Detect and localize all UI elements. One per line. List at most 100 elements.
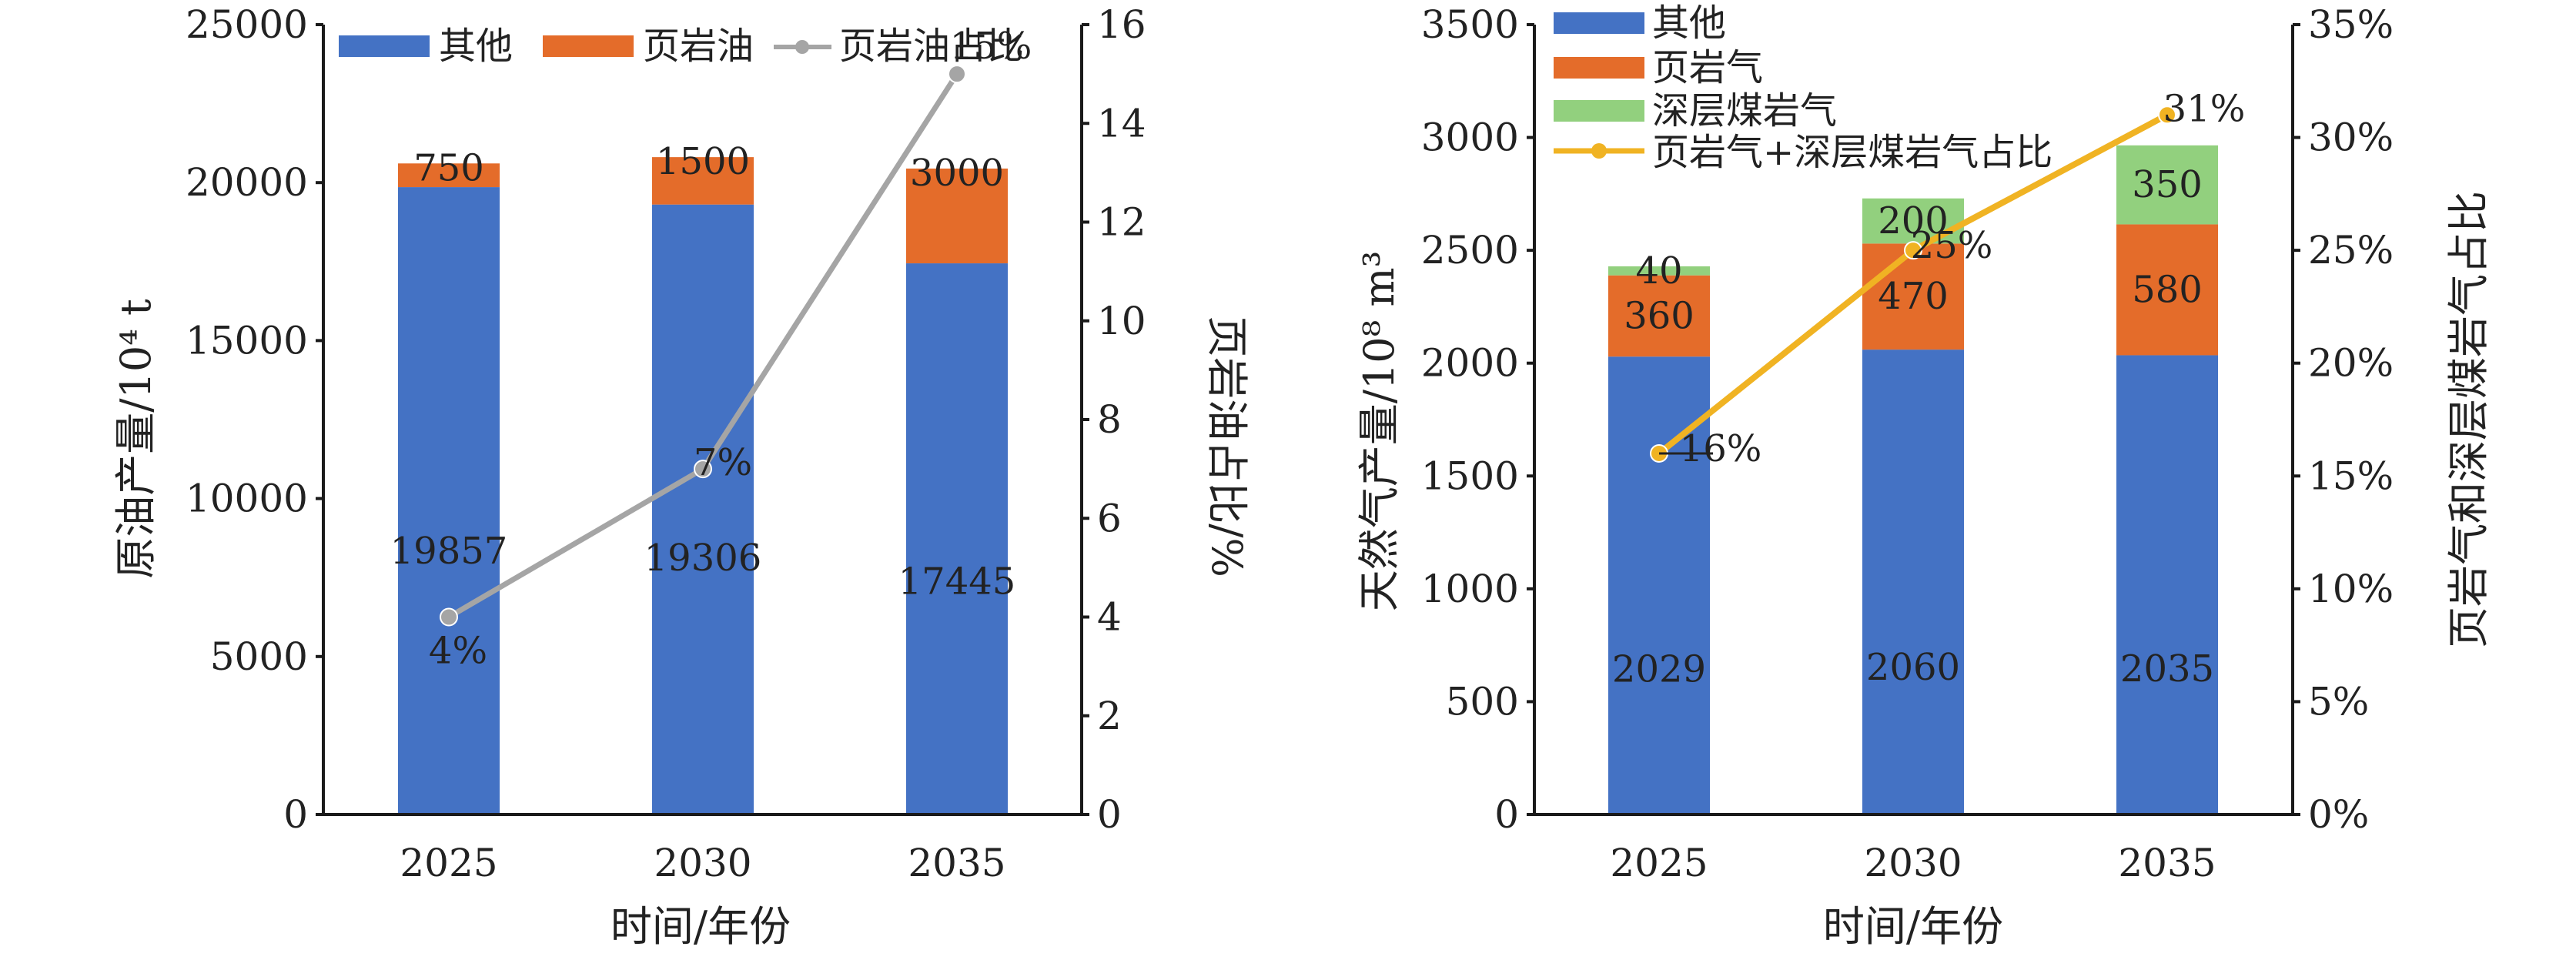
right-y-tick-label: 6 (1097, 496, 1122, 540)
data-label-shale-gas-2035: 580 (2132, 268, 2203, 311)
bar-other-2025 (1608, 356, 1710, 814)
line-label-2030: 25% (1911, 224, 1993, 267)
left-y-tick-label: 15000 (186, 318, 308, 363)
data-label-shale-oil-2025: 750 (413, 146, 484, 189)
left-y-axis-title: 天然气产量/10⁸ m³ (1355, 251, 1403, 612)
legend-swatch-shale-gas (1554, 57, 1644, 79)
right-y-tick-label: 8 (1097, 397, 1122, 442)
left-y-tick-label: 10000 (186, 477, 308, 521)
x-tick-label: 2035 (908, 841, 1005, 885)
x-tick-label: 2025 (1610, 841, 1708, 885)
left-y-tick-label: 2500 (1421, 228, 1519, 273)
bar-other-2030 (1862, 350, 1964, 814)
left-y-tick-label: 25000 (186, 2, 308, 47)
line-label-2030: 7% (694, 441, 752, 484)
left-y-tick-label: 5000 (210, 634, 308, 679)
data-label-shale-gas-2030: 470 (1878, 275, 1949, 318)
data-label-shale-gas-2025: 360 (1624, 294, 1694, 337)
line-point-2025 (440, 607, 458, 627)
line-label-2035: 31% (2163, 87, 2246, 130)
bar-shale-oil-2035 (906, 168, 1008, 264)
legend-swatch-shale-oil (543, 35, 634, 57)
right-y-tick-label: 12 (1097, 200, 1146, 245)
right-y-tick-label: 10 (1097, 299, 1146, 343)
bar-other-2025 (398, 187, 500, 814)
right-y-tick-label: 25% (2308, 228, 2394, 273)
right-y-tick-label: 16 (1097, 2, 1146, 47)
line-point-2035 (2158, 105, 2176, 125)
data-label-other-2035: 17445 (898, 560, 1016, 604)
bar-shale-gas-2025 (1608, 275, 1710, 357)
right-y-tick-label: 0% (2308, 792, 2369, 837)
legend-label-shale-oil-share: 页岩油占比 (839, 25, 1024, 68)
data-label-other-2030: 2060 (1866, 646, 1960, 689)
line-point-2035 (948, 65, 966, 84)
legend-label-combined-share: 页岩气+深层煤岩气占比 (1652, 131, 2052, 174)
bar-other-2035 (2116, 355, 2218, 814)
left-y-tick-label: 0 (283, 792, 308, 837)
left-y-tick-label: 500 (1446, 679, 1519, 724)
right-y-tick-label: 14 (1097, 101, 1146, 146)
data-label-other-2030: 19306 (644, 537, 762, 580)
legend-marker-shale-oil-share (795, 40, 809, 54)
left-y-tick-label: 3000 (1421, 115, 1519, 160)
legend-swatch-other (1554, 12, 1644, 34)
legend-label-other: 其他 (1652, 2, 1726, 45)
crude-oil-chart: 19857 750 19306 1500 17445 3000 4% 7% 15% 0 5000… (112, 2, 1251, 951)
line-label-2035: 15% (950, 25, 1032, 68)
right-y-tick-label: 5% (2308, 679, 2369, 724)
data-label-shale-oil-2030: 1500 (656, 140, 750, 183)
legend-label-shale-gas: 页岩气 (1652, 46, 1763, 89)
legend-label-other: 其他 (439, 25, 513, 68)
data-label-shale-oil-2035: 3000 (910, 152, 1004, 195)
bar-shale-oil-2025 (398, 163, 500, 188)
bar-shale-gas-2035 (2116, 224, 2218, 356)
legend-label-shale-oil: 页岩油 (643, 25, 754, 68)
bar-other-2035 (906, 263, 1008, 814)
legend-label-deep-coalbed-gas: 深层煤岩气 (1652, 89, 1837, 132)
left-y-tick-label: 3500 (1421, 2, 1519, 47)
left-y-tick-label: 0 (1494, 792, 1519, 837)
right-y-tick-label: 20% (2308, 341, 2394, 386)
right-y-axis-title: 页岩油占比/% (1203, 316, 1251, 577)
x-axis-title: 时间/年份 (1823, 902, 2003, 951)
bar-deep-coalbed-gas-2030 (1862, 198, 1964, 244)
left-y-tick-label: 1500 (1421, 453, 1519, 498)
data-label-other-2025: 2029 (1612, 648, 1706, 691)
left-y-tick-label: 20000 (186, 160, 308, 205)
right-y-axis-title: 页岩气和深层煤岩气占比 (2444, 191, 2493, 648)
legend-swatch-deep-coalbed-gas (1554, 100, 1644, 122)
bar-deep-coalbed-gas-2025 (1608, 266, 1710, 276)
right-y-tick-label: 35% (2308, 2, 2394, 47)
data-label-deep-coalbed-gas-2025: 40 (1635, 249, 1682, 293)
right-y-tick-label: 10% (2308, 567, 2394, 611)
line-label-2025: 4% (429, 630, 487, 673)
left-y-axis-title: 原油产量/10⁴ t (112, 299, 160, 579)
x-tick-label: 2025 (400, 841, 497, 885)
x-tick-label: 2035 (2118, 841, 2216, 885)
right-y-tick-label: 30% (2308, 115, 2394, 160)
data-label-other-2025: 19857 (390, 530, 508, 573)
right-y-tick-label: 0 (1097, 792, 1122, 837)
legend: 其他 页岩油 页岩油占比 (339, 25, 1024, 68)
x-axis-title: 时间/年份 (611, 902, 791, 951)
left-y-tick-label: 1000 (1421, 567, 1519, 611)
line-point-2030 (694, 460, 712, 479)
legend-swatch-other (339, 35, 430, 57)
x-tick-label: 2030 (654, 841, 751, 885)
right-y-tick-label: 15% (2308, 453, 2394, 498)
legend: 其他 页岩气 深层煤岩气 页岩气+深层煤岩气占比 (1554, 2, 2052, 174)
data-label-deep-coalbed-gas-2035: 350 (2132, 163, 2203, 206)
bar-shale-gas-2030 (1862, 243, 1964, 350)
left-y-tick-label: 2000 (1421, 341, 1519, 386)
line-label-2025: 16% (1680, 427, 1762, 470)
bar-deep-coalbed-gas-2035 (2116, 145, 2218, 225)
legend-marker-combined-share (1591, 143, 1607, 159)
bar-shale-oil-2030 (652, 157, 754, 205)
bar-other-2030 (652, 204, 754, 814)
line-point-2030 (1904, 241, 1922, 260)
right-y-tick-label: 2 (1097, 694, 1122, 738)
